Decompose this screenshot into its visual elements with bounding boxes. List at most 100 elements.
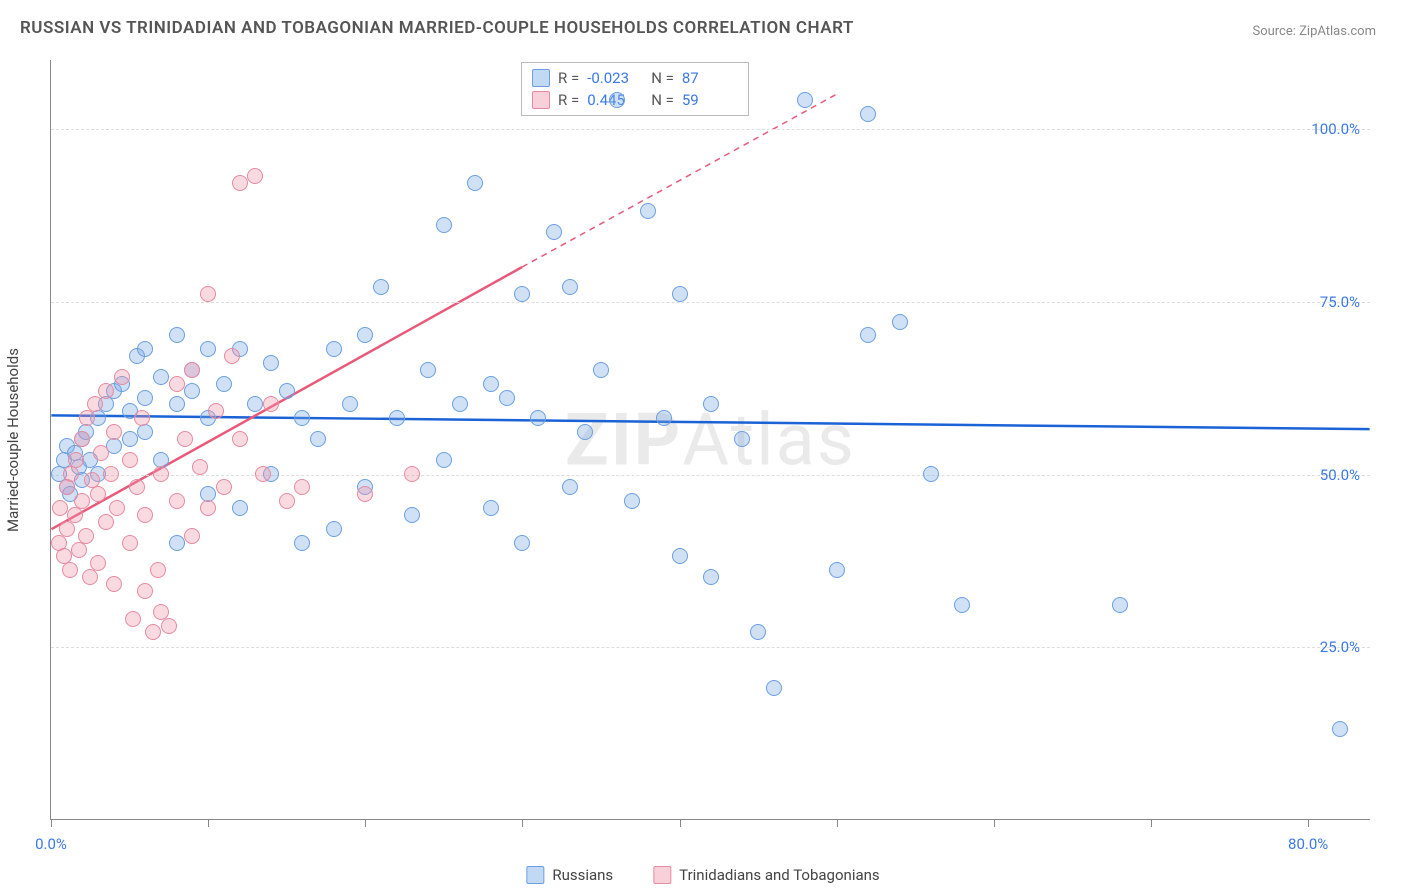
xtick-label: 0.0% [35, 835, 67, 853]
ytick-label: 100.0% [1311, 120, 1360, 138]
scatter-point [184, 528, 200, 544]
xtick [994, 819, 995, 827]
scatter-point [216, 376, 232, 392]
scatter-point [125, 611, 141, 627]
scatter-point [78, 528, 94, 544]
stat-n-label: N = [651, 69, 674, 87]
legend-stats-row: R =0.445N =59 [532, 89, 738, 111]
legend-swatch [532, 69, 550, 87]
scatter-point [703, 569, 719, 585]
scatter-point [59, 521, 75, 537]
scatter-point [294, 535, 310, 551]
scatter-point [103, 466, 119, 482]
xtick [837, 819, 838, 827]
scatter-point [562, 479, 578, 495]
scatter-point [98, 514, 114, 530]
scatter-point [122, 535, 138, 551]
scatter-point [137, 507, 153, 523]
scatter-point [373, 279, 389, 295]
scatter-point [109, 500, 125, 516]
legend-label: Russians [552, 866, 613, 884]
scatter-point [294, 479, 310, 495]
scatter-point [1112, 597, 1128, 613]
scatter-point [530, 410, 546, 426]
scatter-point [562, 279, 578, 295]
scatter-point [74, 431, 90, 447]
scatter-point [192, 459, 208, 475]
scatter-point [829, 562, 845, 578]
scatter-point [342, 396, 358, 412]
legend-stats-row: R =-0.023N =87 [532, 67, 738, 89]
scatter-point [499, 390, 515, 406]
gridline [51, 647, 1370, 648]
scatter-point [216, 479, 232, 495]
scatter-point [150, 562, 166, 578]
scatter-point [90, 555, 106, 571]
scatter-point [483, 376, 499, 392]
scatter-point [1332, 721, 1348, 737]
scatter-point [255, 466, 271, 482]
scatter-point [467, 175, 483, 191]
scatter-point [640, 203, 656, 219]
scatter-point [137, 424, 153, 440]
scatter-point [452, 396, 468, 412]
scatter-point [232, 500, 248, 516]
scatter-point [750, 624, 766, 640]
scatter-point [279, 493, 295, 509]
scatter-point [134, 410, 150, 426]
scatter-point [62, 562, 78, 578]
scatter-point [79, 410, 95, 426]
scatter-point [247, 168, 263, 184]
xtick [51, 819, 52, 827]
scatter-point [436, 452, 452, 468]
scatter-point [703, 396, 719, 412]
stat-n-value: 59 [682, 91, 738, 109]
scatter-point [208, 403, 224, 419]
scatter-point [184, 383, 200, 399]
scatter-point [734, 431, 750, 447]
scatter-point [247, 396, 263, 412]
scatter-point [326, 341, 342, 357]
scatter-point [74, 493, 90, 509]
scatter-point [232, 431, 248, 447]
source-label: Source: ZipAtlas.com [1252, 24, 1376, 39]
scatter-point [892, 314, 908, 330]
ytick-label: 25.0% [1320, 638, 1360, 656]
scatter-point [263, 355, 279, 371]
scatter-point [420, 362, 436, 378]
xtick [680, 819, 681, 827]
scatter-point [294, 410, 310, 426]
trend-line [522, 95, 836, 268]
legend-swatch [653, 866, 671, 884]
scatter-point [161, 618, 177, 634]
xtick [522, 819, 523, 827]
scatter-point [954, 597, 970, 613]
xtick-label: 80.0% [1288, 835, 1328, 853]
scatter-point [122, 431, 138, 447]
scatter-point [357, 327, 373, 343]
legend-stats-box: R =-0.023N =87R =0.445N =59 [521, 62, 749, 116]
y-axis-label: Married-couple Households [4, 348, 22, 532]
legend-label: Trinidadians and Tobagonians [679, 866, 879, 884]
scatter-point [923, 466, 939, 482]
scatter-point [404, 507, 420, 523]
scatter-point [357, 486, 373, 502]
chart-title: RUSSIAN VS TRINIDADIAN AND TOBAGONIAN MA… [20, 18, 854, 38]
scatter-point [145, 624, 161, 640]
scatter-point [153, 369, 169, 385]
scatter-point [609, 92, 625, 108]
scatter-point [93, 445, 109, 461]
gridline [51, 475, 1370, 476]
scatter-point [672, 548, 688, 564]
scatter-point [656, 410, 672, 426]
scatter-point [122, 452, 138, 468]
stat-r-value: -0.023 [587, 69, 643, 87]
scatter-point [87, 396, 103, 412]
scatter-point [106, 576, 122, 592]
scatter-point [71, 542, 87, 558]
scatter-point [389, 410, 405, 426]
bottom-legend-item: Russians [526, 866, 613, 884]
stat-r-label: R = [558, 69, 579, 87]
xtick [1151, 819, 1152, 827]
gridline [51, 129, 1370, 130]
